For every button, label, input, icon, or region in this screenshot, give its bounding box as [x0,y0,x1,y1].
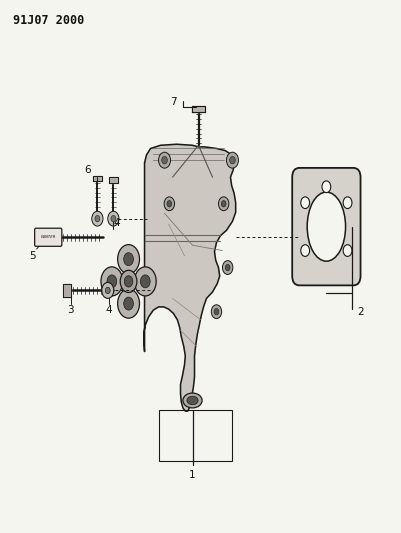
Text: WINTER: WINTER [41,235,56,239]
Polygon shape [93,176,102,181]
FancyBboxPatch shape [292,168,360,285]
Circle shape [101,267,123,296]
Text: 5: 5 [29,251,36,261]
Circle shape [111,215,116,222]
Circle shape [108,211,119,226]
Text: 7: 7 [170,96,176,107]
Text: 4: 4 [105,305,112,315]
FancyBboxPatch shape [34,228,62,246]
Circle shape [227,152,239,168]
Text: 91J07 2000: 91J07 2000 [13,14,84,27]
Polygon shape [192,106,205,112]
Circle shape [124,297,134,310]
Circle shape [301,245,310,256]
Circle shape [124,253,134,265]
Circle shape [164,197,174,211]
Circle shape [102,282,114,298]
Ellipse shape [187,396,198,405]
Circle shape [92,211,103,226]
Text: 4: 4 [113,218,120,228]
Circle shape [301,197,310,208]
Circle shape [120,270,137,293]
Circle shape [221,200,226,207]
Circle shape [134,267,156,296]
Circle shape [140,275,150,288]
Circle shape [167,200,172,207]
Polygon shape [63,284,71,297]
Circle shape [225,264,230,271]
Circle shape [223,261,233,274]
Circle shape [343,245,352,256]
Circle shape [343,197,352,208]
Text: 3: 3 [67,305,74,315]
Circle shape [105,287,110,294]
Text: 1: 1 [189,470,196,480]
Circle shape [322,181,331,192]
Circle shape [230,157,235,164]
Text: 2: 2 [357,306,364,317]
Ellipse shape [183,393,202,408]
Circle shape [162,157,167,164]
Text: 6: 6 [84,165,91,175]
Circle shape [214,309,219,315]
Circle shape [124,276,133,287]
Circle shape [117,245,140,274]
Bar [158,410,233,461]
Circle shape [211,305,222,319]
Circle shape [95,215,100,222]
Polygon shape [144,144,236,411]
Circle shape [219,197,229,211]
Circle shape [107,275,117,288]
Circle shape [158,152,170,168]
Circle shape [117,289,140,318]
Ellipse shape [307,192,346,261]
Polygon shape [109,177,118,182]
